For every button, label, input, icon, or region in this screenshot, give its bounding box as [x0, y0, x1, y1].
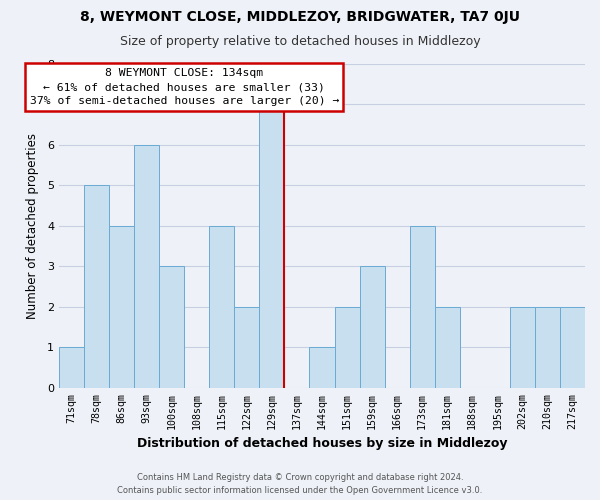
Bar — [335, 307, 359, 388]
Bar — [310, 348, 335, 388]
Bar — [134, 145, 159, 388]
Bar — [209, 226, 235, 388]
Bar — [435, 307, 460, 388]
Bar — [84, 186, 109, 388]
Bar — [159, 266, 184, 388]
Text: Contains HM Land Registry data © Crown copyright and database right 2024.
Contai: Contains HM Land Registry data © Crown c… — [118, 474, 482, 495]
X-axis label: Distribution of detached houses by size in Middlezoy: Distribution of detached houses by size … — [137, 437, 507, 450]
Bar — [535, 307, 560, 388]
Text: Size of property relative to detached houses in Middlezoy: Size of property relative to detached ho… — [119, 35, 481, 48]
Text: 8, WEYMONT CLOSE, MIDDLEZOY, BRIDGWATER, TA7 0JU: 8, WEYMONT CLOSE, MIDDLEZOY, BRIDGWATER,… — [80, 10, 520, 24]
Y-axis label: Number of detached properties: Number of detached properties — [26, 133, 38, 319]
Text: 8 WEYMONT CLOSE: 134sqm
← 61% of detached houses are smaller (33)
37% of semi-de: 8 WEYMONT CLOSE: 134sqm ← 61% of detache… — [29, 68, 339, 106]
Bar — [109, 226, 134, 388]
Bar — [410, 226, 435, 388]
Bar — [259, 104, 284, 388]
Bar — [359, 266, 385, 388]
Bar — [59, 348, 84, 388]
Bar — [510, 307, 535, 388]
Bar — [560, 307, 585, 388]
Bar — [235, 307, 259, 388]
